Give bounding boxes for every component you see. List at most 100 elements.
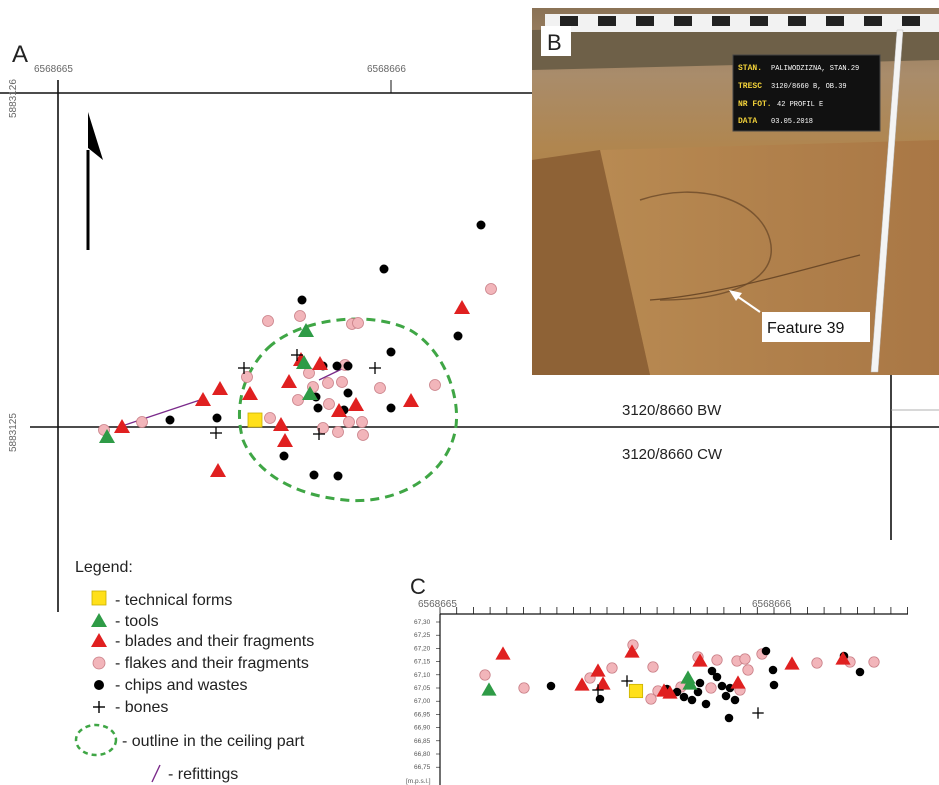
chip-marker <box>855 667 865 677</box>
feature-label-box <box>762 312 870 342</box>
technical-form-marker <box>628 683 644 699</box>
blade-marker <box>692 653 708 667</box>
flake-marker <box>374 382 386 394</box>
blade-marker <box>277 433 293 447</box>
chip-marker <box>687 695 697 705</box>
flake-marker <box>343 416 355 428</box>
tool-marker <box>298 323 314 337</box>
c-y-tick-labels: 67,30 67,25 67,20 67,15 67,10 67,05 67,00 66,95… <box>414 619 440 771</box>
legend-outline-icon <box>74 723 118 757</box>
blade-marker <box>662 685 678 699</box>
chip-marker <box>717 681 727 691</box>
chip-marker <box>343 388 353 398</box>
blade-marker <box>331 403 347 417</box>
sign-key: NR FOT. <box>738 100 772 109</box>
y-coord-label: 5883125 <box>8 413 19 452</box>
legend-label: - outline in the ceiling part <box>122 733 305 750</box>
flake-marker <box>323 398 335 410</box>
tool-marker <box>302 386 318 400</box>
section-label-cw: 3120/8660 CW <box>622 446 723 463</box>
sign-value: 42 PROFIL E <box>777 101 823 109</box>
chip-marker <box>769 680 779 690</box>
refitting-line <box>121 398 204 427</box>
tool-marker <box>296 355 312 369</box>
chip-marker <box>701 699 711 709</box>
c-y-tick-label: 67,20 <box>414 645 431 652</box>
blade-marker <box>835 651 851 665</box>
chip-marker <box>313 403 323 413</box>
flake-marker <box>742 664 754 676</box>
chip-marker <box>595 694 605 704</box>
legend-technical-forms-icon <box>91 590 107 606</box>
flake-marker <box>294 310 306 322</box>
chip-marker <box>212 413 222 423</box>
sign-value: 03.05.2018 <box>771 118 813 126</box>
flake-marker <box>336 376 348 388</box>
blade-marker <box>242 386 258 400</box>
flake-marker <box>485 283 497 295</box>
c-y-tick-label: 67,05 <box>414 685 431 692</box>
legend-chips-icon <box>94 680 104 690</box>
blade-marker <box>348 397 364 411</box>
chip-marker <box>309 470 319 480</box>
legend-label: - flakes and their fragments <box>115 655 309 672</box>
blade-marker <box>281 374 297 388</box>
chip-marker <box>165 415 175 425</box>
flake-marker <box>357 429 369 441</box>
north-arrow-icon <box>86 112 103 250</box>
flake-marker <box>518 682 530 694</box>
flake-marker <box>811 657 823 669</box>
section-label-bw: 3120/8660 BW <box>622 402 722 419</box>
chip-marker <box>332 361 342 371</box>
c-y-tick-label: 66,80 <box>414 751 431 758</box>
blade-marker <box>210 463 226 477</box>
legend-label: - refittings <box>168 766 238 783</box>
chip-marker <box>453 331 463 341</box>
c-y-tick-label: 67,15 <box>414 659 431 666</box>
feature-label: Feature 39 <box>767 320 844 337</box>
flake-marker <box>356 416 368 428</box>
chip-marker <box>333 471 343 481</box>
legend-bones-icon <box>93 701 105 713</box>
photo-ranging-pole <box>870 29 904 373</box>
chip-marker <box>695 678 705 688</box>
chip-marker <box>730 695 740 705</box>
blade-marker <box>273 417 289 431</box>
blade-marker <box>624 644 640 658</box>
c-y-tick-label: 66,85 <box>414 738 431 745</box>
legend-label: - chips and wastes <box>115 677 248 694</box>
flake-marker <box>739 653 751 665</box>
photo-pit-side <box>532 150 650 375</box>
feature-arrowhead-icon <box>729 290 742 301</box>
blade-marker <box>590 663 606 677</box>
panel-a: A 6568665 6568666 5883126 5883125 3120/8… <box>0 41 939 612</box>
c-y-tick-label: 66,90 <box>414 725 431 732</box>
plan-a-symbols <box>98 220 497 481</box>
chip-marker <box>679 692 689 702</box>
chip-marker <box>546 681 556 691</box>
blade-marker <box>784 656 800 670</box>
blade-marker <box>595 676 611 690</box>
flake-marker <box>647 661 659 673</box>
x-coord-label: 6568665 <box>34 64 73 75</box>
chip-marker <box>693 687 703 697</box>
c-y-tick-label: 67,00 <box>414 698 431 705</box>
legend-title: Legend: <box>75 559 133 576</box>
blade-marker <box>195 392 211 406</box>
chip-marker <box>379 264 389 274</box>
technical-form-marker <box>247 412 263 428</box>
legend-label: - technical forms <box>115 592 232 609</box>
blade-marker <box>312 356 328 370</box>
photo-feature-line <box>649 254 861 301</box>
flake-marker <box>352 317 364 329</box>
blade-marker <box>212 381 228 395</box>
chip-marker <box>724 713 734 723</box>
chip-marker <box>386 403 396 413</box>
chip-marker <box>712 672 722 682</box>
c-axis-ticks <box>439 607 908 614</box>
flake-marker <box>645 693 657 705</box>
blade-marker <box>574 677 590 691</box>
legend-label: - bones <box>115 699 168 716</box>
sign-value: PALIWODZIZNA, STAN.29 <box>771 65 859 73</box>
